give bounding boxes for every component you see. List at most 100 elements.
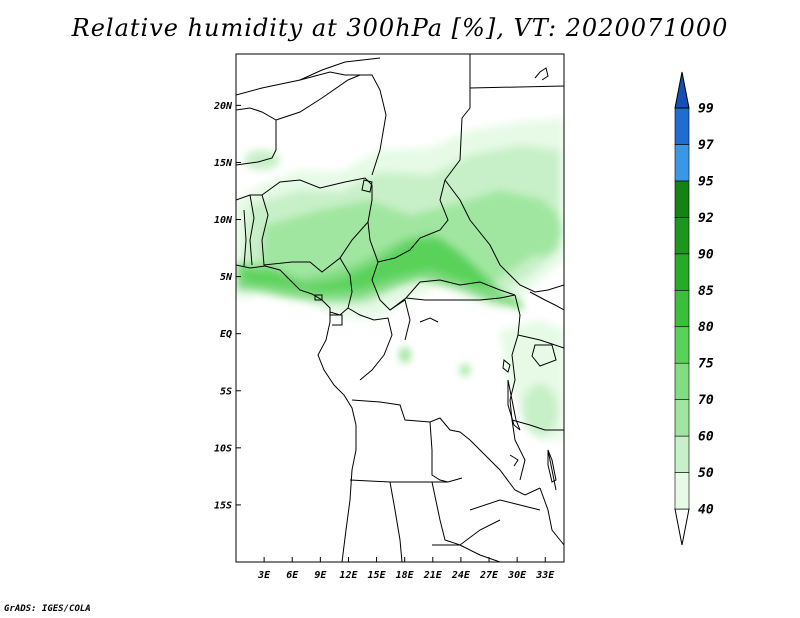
lon-tick-label: 33E xyxy=(535,570,555,581)
lake-victoria xyxy=(531,344,557,367)
lat-axis: 20N 15N 10N 5N EQ 5S 10S 15S xyxy=(213,101,241,511)
border-north-3 xyxy=(444,54,471,181)
colorbar-label: 75 xyxy=(698,357,714,372)
island-bioko xyxy=(314,294,323,301)
colorbar-label: 40 xyxy=(698,503,714,518)
border-angola-n xyxy=(351,399,471,441)
rh-blob-east xyxy=(518,204,562,256)
lat-tick-label: 5N xyxy=(220,272,233,283)
border-east-africa xyxy=(529,291,564,311)
colorbar-segment xyxy=(674,217,690,255)
colorbar-label: 92 xyxy=(698,211,714,226)
island-lake-1 xyxy=(419,317,439,323)
lat-tick-label: 20N xyxy=(213,101,233,112)
colorbar-segment xyxy=(674,472,690,510)
map-outlines xyxy=(236,54,564,562)
lon-tick-label: 15E xyxy=(368,570,387,581)
colorbar: 40 50 60 70 75 80 85 90 92 95 97 99 xyxy=(674,71,714,546)
lon-axis: 3E 6E 9E 12E 15E 18E 21E 24E 27E 30E 33E xyxy=(257,557,555,581)
colorbar-label: 70 xyxy=(698,393,714,408)
coast-ne xyxy=(534,67,549,81)
border-niger-n xyxy=(275,74,361,121)
lake-chad xyxy=(361,179,373,193)
lake-malawi xyxy=(547,449,557,483)
border-mali xyxy=(236,107,277,166)
border-north-2 xyxy=(299,71,387,176)
credit-label: GrADS: IGES/COLA xyxy=(4,604,91,614)
border-zambia xyxy=(469,439,541,496)
border-niger-s xyxy=(261,177,373,196)
colorbar-label: 50 xyxy=(698,466,714,481)
border-togo xyxy=(243,209,247,267)
lake-tanganyika xyxy=(507,379,521,431)
rh-blob-congo xyxy=(399,347,411,363)
map-title: Relative humidity at 300hPa [%], VT: 202… xyxy=(71,14,729,42)
border-angola-e xyxy=(429,421,449,483)
rh-blob-small xyxy=(460,364,470,376)
lon-tick-label: 3E xyxy=(257,570,271,581)
border-car-s xyxy=(371,261,516,311)
colorbar-segment xyxy=(674,144,690,182)
lake-kivu xyxy=(502,359,511,373)
border-benin xyxy=(249,194,255,266)
border-sudan xyxy=(444,179,564,293)
colorbar-label: 99 xyxy=(698,102,714,117)
lon-tick-label: 6E xyxy=(286,570,299,581)
lon-tick-label: 24E xyxy=(451,570,471,581)
border-drc-w xyxy=(389,299,411,341)
rh-band-80 xyxy=(240,238,500,292)
lat-tick-label: 10N xyxy=(214,215,233,226)
colorbar-triangle-low xyxy=(674,508,690,546)
lat-tick-label: 15N xyxy=(214,158,233,169)
colorbar-label: 97 xyxy=(698,138,714,153)
colorbar-segment xyxy=(674,435,690,473)
border-gabon-congo xyxy=(347,307,393,381)
border-eq-guinea xyxy=(330,314,343,326)
colorbar-segment xyxy=(674,326,690,364)
colorbar-segment xyxy=(674,289,690,328)
colorbar-label: 95 xyxy=(698,174,714,189)
border-drc-n xyxy=(405,294,516,301)
colorbar-segment xyxy=(674,362,690,400)
border-drc-e xyxy=(509,294,526,481)
lon-tick-label: 12E xyxy=(339,570,358,581)
colorbar-segment xyxy=(674,399,690,437)
border-north-4 xyxy=(469,85,564,89)
border-angola-s xyxy=(349,477,463,483)
border-namibia xyxy=(389,481,403,562)
border-uganda xyxy=(517,334,564,349)
coastline-west xyxy=(236,264,357,562)
island-lake-2 xyxy=(509,454,519,467)
border-north-1 xyxy=(236,57,381,96)
colorbar-label: 60 xyxy=(698,430,714,445)
lon-tick-label: 9E xyxy=(314,570,327,581)
border-burkina xyxy=(236,194,262,201)
lat-tick-label: 10S xyxy=(214,443,232,454)
lon-tick-label: 18E xyxy=(396,570,415,581)
border-botswana xyxy=(431,481,501,546)
rh-blob-lake xyxy=(522,384,558,436)
lat-tick-label: 15S xyxy=(214,500,232,511)
colorbar-segment xyxy=(674,107,690,145)
border-nigeria xyxy=(261,185,373,273)
lon-tick-label: 21E xyxy=(423,570,443,581)
humidity-shading xyxy=(236,118,564,440)
colorbar-label: 80 xyxy=(698,320,714,335)
border-zimbabwe xyxy=(469,499,541,511)
colorbar-label: 90 xyxy=(698,247,714,262)
lon-tick-label: 30E xyxy=(507,570,527,581)
border-tanzania xyxy=(511,419,564,431)
plot-frame xyxy=(235,53,565,563)
lat-tick-label: 5S xyxy=(220,386,232,397)
colorbar-label: 85 xyxy=(698,284,714,299)
border-south xyxy=(432,544,501,562)
rh-blob-west xyxy=(244,150,280,170)
lat-tick-label: EQ xyxy=(220,329,232,340)
border-malawi xyxy=(547,449,557,491)
lon-tick-label: 27E xyxy=(479,570,499,581)
colorbar-segment xyxy=(674,180,690,218)
colorbar-triangle-high xyxy=(674,71,690,109)
colorbar-segment xyxy=(674,253,690,291)
border-mozambique xyxy=(539,487,564,546)
